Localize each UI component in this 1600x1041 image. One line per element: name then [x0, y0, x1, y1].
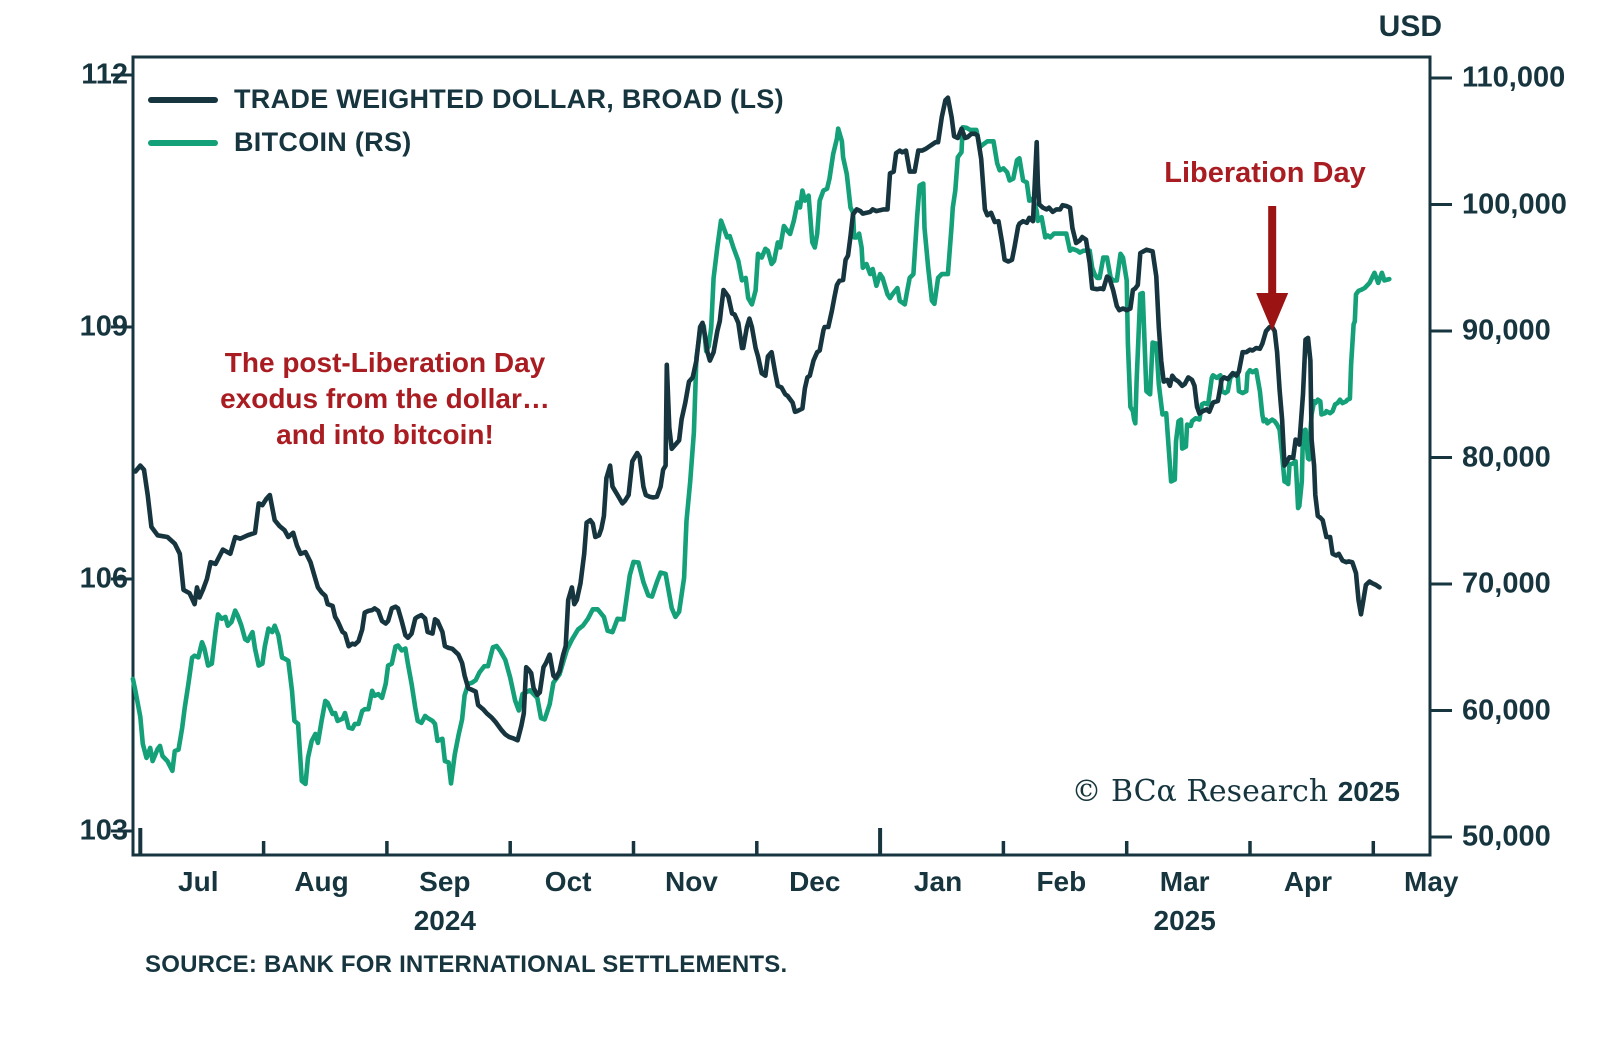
- axis-ticks: [111, 73, 1452, 855]
- x-axis-month-label: Mar: [1159, 866, 1210, 897]
- dollar-line-swatch: [148, 96, 218, 103]
- right-axis-tick-label: 50,000: [1462, 820, 1551, 853]
- right-axis-tick-label: 60,000: [1462, 694, 1551, 726]
- x-axis-year-label: 2025: [1153, 905, 1216, 936]
- x-axis-month-label: Nov: [664, 866, 718, 897]
- source-note: SOURCE: BANK FOR INTERNATIONAL SETTLEMEN…: [145, 951, 788, 978]
- x-axis-month-label: Jul: [178, 866, 219, 897]
- x-axis-month-label: Apr: [1283, 866, 1333, 897]
- legend-item-bitcoin: BITCOIN (RS): [148, 121, 784, 164]
- right-axis-title: USD: [1378, 10, 1442, 43]
- exodus-annotation-line-3: and into bitcoin!: [276, 419, 494, 450]
- right-axis-tick-label: 70,000: [1462, 567, 1551, 600]
- x-axis-month-label: Feb: [1036, 866, 1087, 897]
- legend: TRADE WEIGHTED DOLLAR, BROAD (LS) BITCOI…: [148, 78, 784, 164]
- exodus-annotation-line-1: The post-Liberation Day: [224, 347, 546, 378]
- left-axis-tick-label: 103: [79, 814, 128, 847]
- copyright-notice: © BCα Research 2025: [900, 774, 1400, 809]
- left-axis-tick-label: 109: [79, 310, 128, 343]
- x-axis-year-label: 2024: [413, 905, 476, 936]
- x-axis-month-label: May: [1404, 866, 1459, 897]
- left-axis-tick-label: 106: [79, 562, 128, 595]
- exodus-annotation-line-2: exodus from the dollar…: [220, 383, 550, 414]
- bitcoin-line-swatch: [148, 139, 218, 146]
- left-axis-tick-label: 112: [81, 58, 128, 91]
- copyright-brand: © BCα Research: [1071, 774, 1338, 809]
- legend-label-bitcoin: BITCOIN (RS): [234, 127, 412, 157]
- legend-label-dollar: TRADE WEIGHTED DOLLAR, BROAD (LS): [234, 84, 784, 114]
- exodus-annotation: The post-Liberation Day exodus from the …: [152, 345, 618, 453]
- legend-item-dollar: TRADE WEIGHTED DOLLAR, BROAD (LS): [148, 78, 784, 121]
- right-axis-tick-label: 100,000: [1462, 188, 1567, 220]
- x-axis-month-label: Oct: [544, 866, 592, 897]
- x-axis-month-label: Dec: [789, 866, 841, 897]
- right-axis-tick-label: 80,000: [1462, 441, 1551, 473]
- right-axis-tick-label: 110,000: [1462, 61, 1566, 94]
- copyright-year: 2025: [1337, 776, 1400, 807]
- x-axis-month-label: Jan: [913, 866, 963, 897]
- liberation-day-arrow: [1256, 206, 1289, 331]
- liberation-day-label: Liberation Day: [1164, 157, 1366, 189]
- x-axis-month-label: Sep: [419, 866, 471, 897]
- bitcoin-series-line: [130, 125, 1392, 787]
- x-axis-month-label: Aug: [294, 866, 349, 897]
- right-axis-tick-label: 90,000: [1462, 314, 1551, 347]
